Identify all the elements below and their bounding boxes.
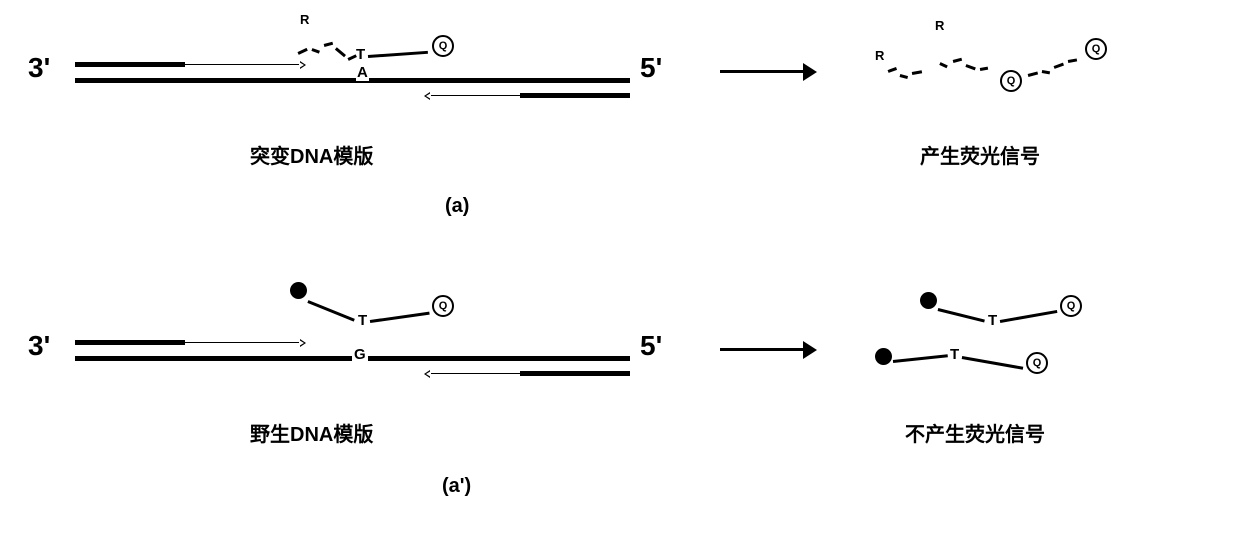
probe-seg <box>368 51 428 58</box>
q-letter: Q <box>1092 43 1101 55</box>
frag-R-2: R <box>935 18 944 33</box>
label-5prime: 5' <box>640 330 662 362</box>
frag-dash <box>1054 63 1064 69</box>
caption-wildtype: 野生DNA模版 <box>250 418 373 447</box>
sublabel-a: (a) <box>445 195 469 218</box>
result-base-T-1: T <box>988 312 997 329</box>
top-primer-thick <box>75 340 185 345</box>
template-strand <box>75 78 630 83</box>
result-seg <box>938 308 985 322</box>
bottom-primer-extension <box>430 95 520 96</box>
q-letter: Q <box>439 40 448 52</box>
probe-seg <box>370 312 430 323</box>
frag-Q-2: Q <box>1085 38 1107 60</box>
frag-Q-1: Q <box>1000 70 1022 92</box>
probe-dash <box>312 48 320 53</box>
panel-a: 3' 5' R T Q A 突变DNA模版 R R Q Q 产生荧光信号 (a) <box>0 0 1240 240</box>
result-seg <box>893 354 948 362</box>
caption-nosignal: 不产生荧光信号 <box>905 418 1045 447</box>
caption-mutant: 突变DNA模版 <box>250 140 373 169</box>
q-letter: Q <box>1033 357 1042 369</box>
q-letter: Q <box>1007 75 1016 87</box>
sublabel-aprime: (a') <box>442 475 471 498</box>
template-base-A: A <box>356 64 369 81</box>
frag-dash <box>1028 71 1038 76</box>
result-base-T-2: T <box>950 346 959 363</box>
quencher-Q: Q <box>432 295 454 317</box>
panel-b: 3' 5' T Q G 野生DNA模版 T Q T Q 不产生荧光信号 (a') <box>0 240 1240 520</box>
caption-signal: 产生荧光信号 <box>920 140 1040 169</box>
result-seg <box>962 356 1023 369</box>
q-letter: Q <box>439 300 448 312</box>
result-Q-2: Q <box>1026 352 1048 374</box>
label-3prime: 3' <box>28 52 50 84</box>
frag-dash <box>939 62 947 68</box>
quencher-Q: Q <box>432 35 454 57</box>
frag-dash <box>900 74 908 78</box>
q-letter: Q <box>1067 300 1076 312</box>
label-3prime: 3' <box>28 330 50 362</box>
result-dot-1 <box>920 292 937 309</box>
probe-dash <box>297 48 307 54</box>
probe-dash <box>335 47 346 57</box>
frag-R-1: R <box>875 48 884 63</box>
result-seg <box>1000 310 1058 323</box>
top-primer-extension <box>185 64 300 65</box>
top-primer-thick <box>75 62 185 67</box>
result-dot-2 <box>875 348 892 365</box>
result-Q-1: Q <box>1060 295 1082 317</box>
template-base-G: G <box>352 346 368 363</box>
label-5prime: 5' <box>640 52 662 84</box>
bottom-primer-extension <box>430 373 520 374</box>
reaction-arrow <box>720 70 805 73</box>
probe-base-T: T <box>358 312 367 329</box>
frag-dash <box>912 70 922 74</box>
frag-dash <box>966 64 976 70</box>
quenched-reporter-dot <box>290 282 307 299</box>
frag-dash <box>980 67 988 71</box>
top-primer-extension <box>185 342 300 343</box>
probe-dash <box>324 42 333 47</box>
probe-seg <box>308 300 355 321</box>
frag-dash <box>1042 70 1050 74</box>
reaction-arrow <box>720 348 805 351</box>
frag-dash <box>953 58 962 63</box>
bottom-primer-thick <box>520 93 630 98</box>
bottom-primer-thick <box>520 371 630 376</box>
probe-base-T: T <box>356 46 365 63</box>
reporter-R-label: R <box>300 12 309 27</box>
frag-dash <box>1068 58 1077 62</box>
frag-dash <box>888 67 897 72</box>
